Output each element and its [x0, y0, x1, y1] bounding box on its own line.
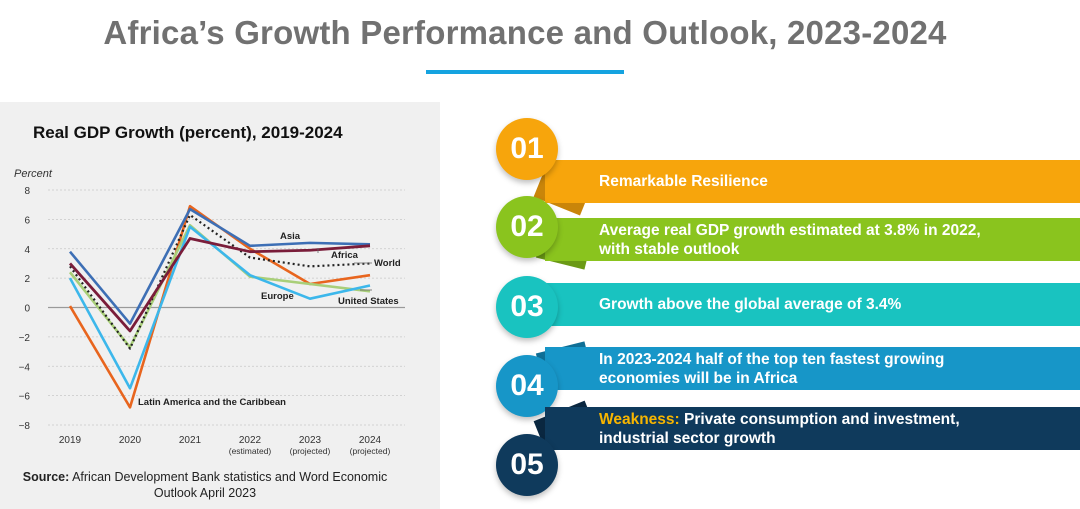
x-tick-sublabel: (projected)	[290, 446, 331, 456]
series-line-united-states	[68, 225, 371, 390]
x-tick-label: 2022	[239, 435, 262, 446]
y-tick-label: −6	[19, 392, 31, 403]
x-tick-label: 2021	[179, 435, 202, 446]
source-label: Source:	[22, 470, 70, 484]
item-bar: In 2023-2024 half of the top ten fastest…	[545, 347, 1080, 390]
weakness-label: Weakness:	[599, 410, 680, 428]
x-tick-label: 2020	[119, 435, 142, 446]
x-tick-label: 2019	[59, 435, 82, 446]
item-number-badge: 05	[496, 434, 558, 496]
item-number-badge: 03	[496, 276, 558, 338]
x-tick-label: 2023	[299, 435, 322, 446]
series-label-world: World	[374, 258, 401, 269]
series-line-asia	[69, 207, 371, 325]
y-tick-label: 4	[24, 245, 30, 256]
item-bar: Growth above the global average of 3.4%	[545, 283, 1080, 326]
item-text: Growth above the global average of 3.4%	[599, 296, 902, 313]
y-tick-label: −8	[19, 421, 31, 432]
item-bar: Remarkable Resilience	[545, 160, 1080, 203]
y-tick-label: 0	[24, 304, 30, 315]
chart-title: Real GDP Growth (percent), 2019-2024	[33, 123, 343, 142]
gdp-line-chart: Percent 8 6 4 2 0 −2 −4 −6 −8 2019 2020 2021 2022(est…	[14, 168, 405, 456]
series-line-africa	[68, 237, 371, 333]
source-note: Source: African Development Bank statist…	[10, 469, 400, 501]
item-text-line2: industrial sector growth	[599, 429, 776, 447]
x-tick-label: 2024	[359, 435, 382, 446]
y-tick-label: 2	[24, 274, 30, 285]
series-label-latam: Latin America and the Caribbean	[138, 397, 286, 408]
item-bar: Average real GDP growth estimated at 3.8…	[545, 218, 1080, 261]
y-tick-label: 8	[24, 186, 30, 197]
source-text-line1: African Development Bank statistics and …	[69, 470, 388, 484]
item-number-badge: 02	[496, 196, 558, 258]
x-tick-sublabel: (projected)	[350, 446, 391, 456]
item-number-badge: 01	[496, 118, 558, 180]
series-line-world	[69, 213, 371, 350]
y-axis-label: Percent	[14, 168, 53, 180]
item-number-badge: 04	[496, 355, 558, 417]
x-tick-sublabel: (estimated)	[229, 446, 272, 456]
page-title: Africa’s Growth Performance and Outlook,…	[103, 14, 947, 51]
y-tick-label: −2	[19, 333, 31, 344]
item-text-line1: In 2023-2024 half of the top ten fastest…	[599, 350, 945, 368]
chart-panel	[0, 102, 440, 509]
item-text-line1: Private consumption and investment,	[679, 410, 960, 428]
item-text-line2: with stable outlook	[599, 240, 740, 258]
item-text: Remarkable Resilience	[599, 173, 768, 190]
item-text-line1: Average real GDP growth estimated at 3.8…	[599, 221, 981, 239]
y-tick-label: 6	[24, 215, 30, 226]
series-label-africa: Africa	[331, 250, 359, 261]
y-tick-label: −4	[19, 362, 31, 373]
item-bar: Weakness: Private consumption and invest…	[545, 407, 1080, 450]
title-underline	[426, 70, 624, 74]
series-label-europe: Europe	[261, 291, 294, 302]
source-text-line2: Outlook April 2023	[153, 486, 257, 500]
series-label-united-states: United States	[338, 296, 399, 307]
item-text-line2: economies will be in Africa	[599, 369, 798, 387]
series-label-asia: Asia	[280, 231, 301, 242]
